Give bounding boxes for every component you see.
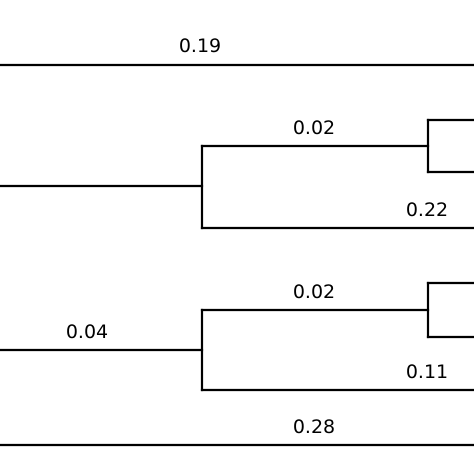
clade-a-lower-label: 0.22 xyxy=(406,199,448,221)
clade-b-stem-label: 0.04 xyxy=(66,321,108,343)
bottom-branch-label: 0.28 xyxy=(293,416,335,438)
clade-b-lower-label: 0.11 xyxy=(406,361,448,383)
clade-a-upper-label: 0.02 xyxy=(293,117,335,139)
clade-b-upper-label: 0.02 xyxy=(293,281,335,303)
top-branch-label: 0.19 xyxy=(179,35,221,57)
